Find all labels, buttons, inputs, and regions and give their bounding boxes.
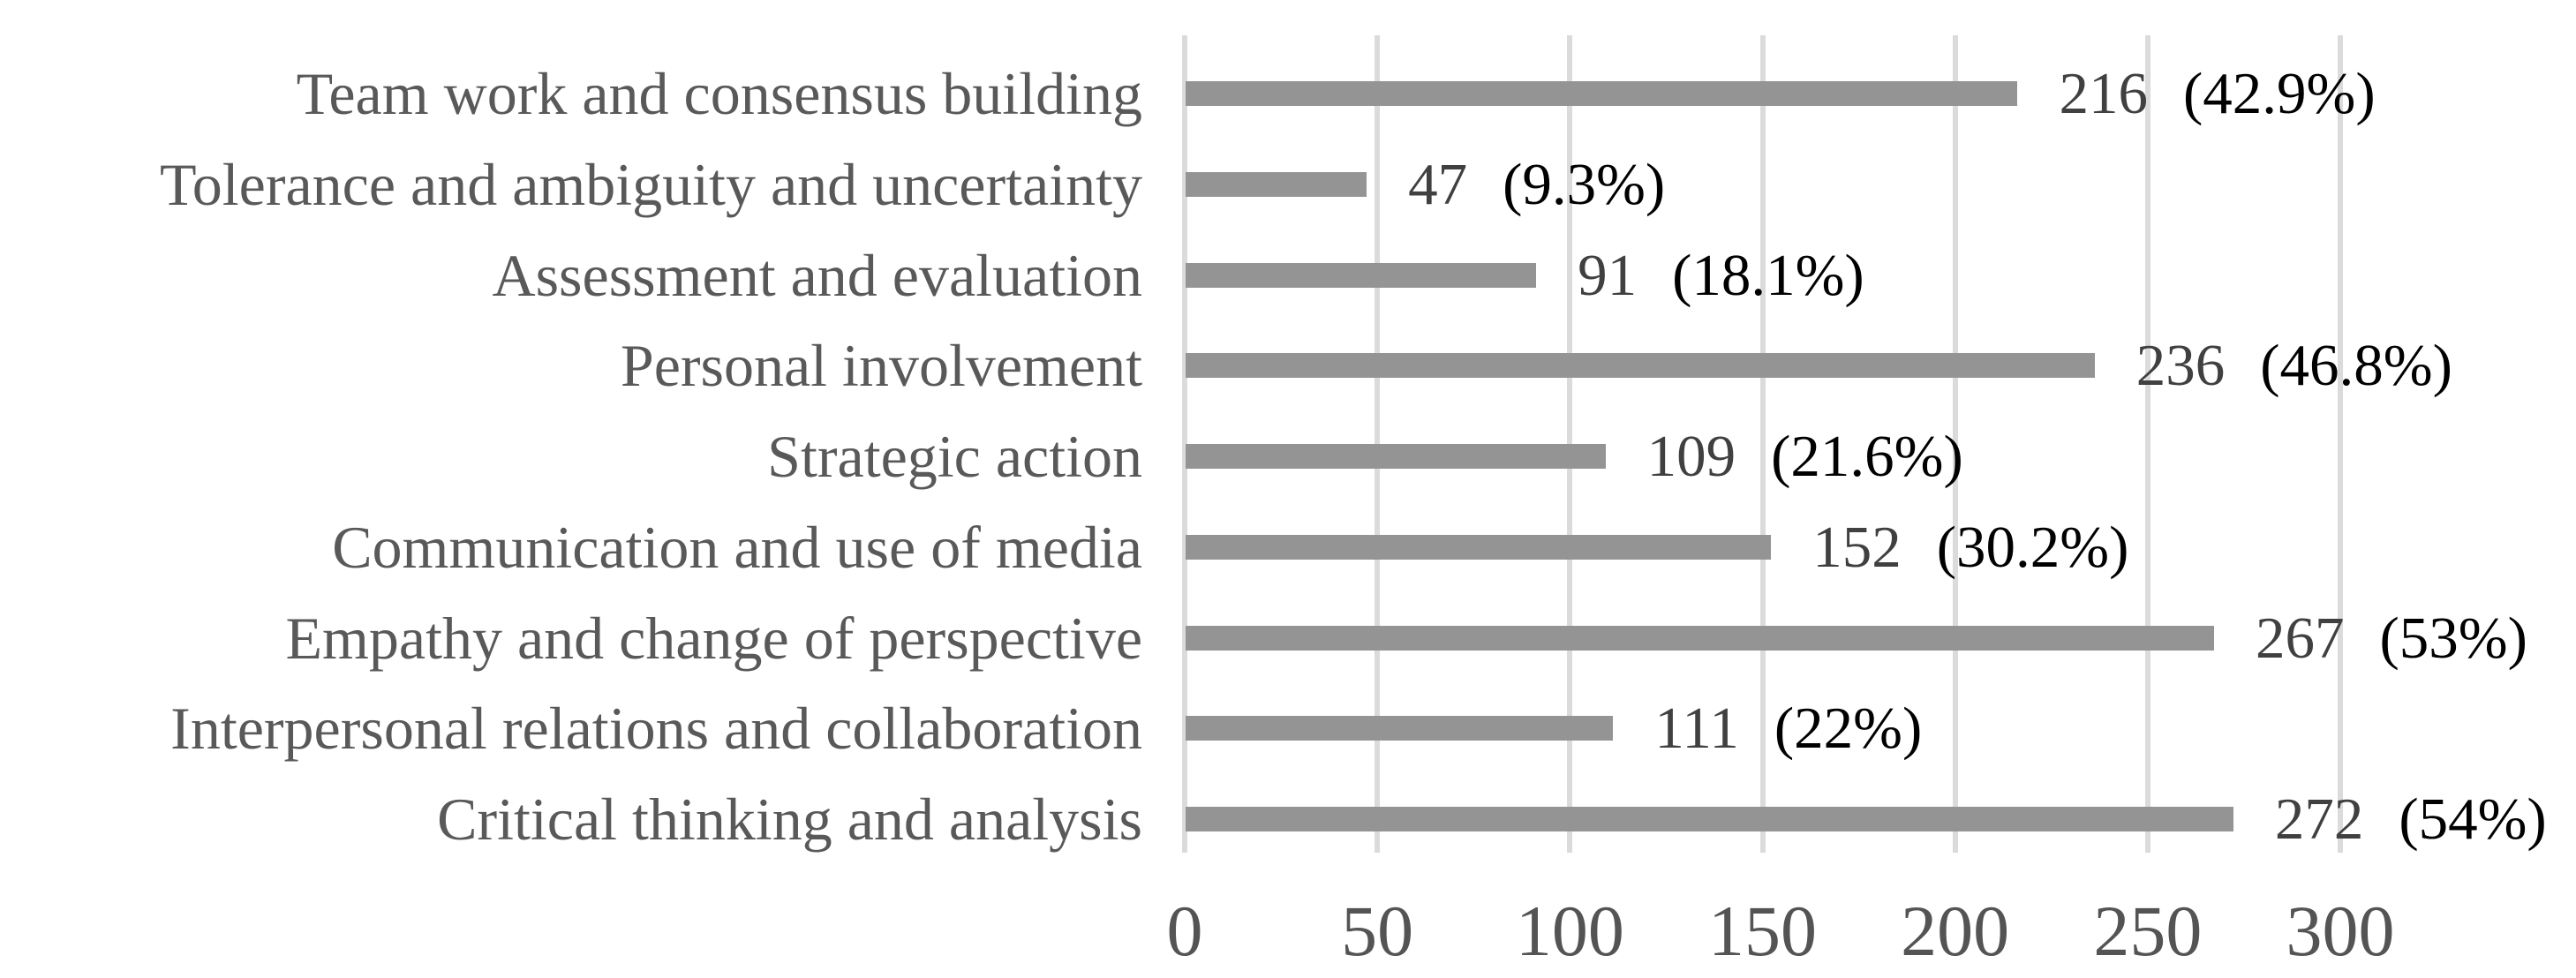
percent-label: (22%) <box>1774 696 1923 762</box>
percent-label: (21.6%) <box>1771 424 1963 489</box>
value-label: 91 <box>1578 242 1638 308</box>
data-label: 47 (9.3%) <box>1408 144 1665 225</box>
bar <box>1186 625 2214 651</box>
category-label: Strategic action <box>767 423 1142 490</box>
x-tick-label: 200 <box>1901 891 2010 971</box>
category-label: Assessment and evaluation <box>492 241 1142 309</box>
x-tick-label: 100 <box>1515 891 1624 971</box>
percent-label: (46.8%) <box>2260 333 2452 399</box>
percent-label: (18.1%) <box>1672 242 1864 308</box>
percent-label: (9.3%) <box>1503 151 1666 217</box>
value-label: 236 <box>2135 333 2226 399</box>
percent-label: (42.9%) <box>2182 61 2376 126</box>
bar <box>1186 807 2233 831</box>
value-label: 216 <box>2059 61 2148 126</box>
percent-label: (30.2%) <box>1936 514 2129 580</box>
bar <box>1186 534 1772 560</box>
category-label: Personal involvement <box>620 332 1142 400</box>
data-label: 216 (42.9%) <box>2059 53 2375 134</box>
gridline <box>2338 35 2343 853</box>
x-tick-label: 300 <box>2286 891 2395 971</box>
bar <box>1186 81 2018 106</box>
data-label: 272 (54%) <box>2275 779 2547 860</box>
data-label: 236 (46.8%) <box>2136 325 2452 406</box>
percent-label: (54%) <box>2399 786 2547 852</box>
value-label: 47 <box>1408 151 1468 217</box>
data-label: 91 (18.1%) <box>1578 235 1864 316</box>
data-label: 267 (53%) <box>2256 598 2527 679</box>
category-label: Critical thinking and analysis <box>437 786 1142 853</box>
value-label: 111 <box>1654 696 1739 762</box>
category-label: Communication and use of media <box>332 513 1142 581</box>
value-label: 109 <box>1646 424 1736 489</box>
data-label: 111 (22%) <box>1654 688 1922 769</box>
value-label: 152 <box>1812 514 1902 580</box>
category-label: Team work and consensus building <box>296 60 1142 127</box>
bar <box>1186 262 1537 288</box>
gridline <box>2144 35 2150 853</box>
category-label: Interpersonal relations and collaboratio… <box>170 695 1142 763</box>
gridline <box>1952 35 1958 853</box>
x-tick-label: 50 <box>1341 891 1414 971</box>
value-label: 272 <box>2274 786 2364 852</box>
bar <box>1186 353 2095 379</box>
value-label: 267 <box>2256 605 2345 671</box>
x-tick-label: 250 <box>2093 891 2203 971</box>
data-label: 152 (30.2%) <box>1812 507 2128 588</box>
x-tick-label: 0 <box>1166 891 1203 971</box>
bar <box>1186 716 1614 741</box>
x-tick-label: 150 <box>1708 891 1817 971</box>
bar <box>1186 171 1367 197</box>
percent-label: (53%) <box>2379 605 2527 671</box>
data-label: 109 (21.6%) <box>1647 416 1963 497</box>
category-label: Empathy and change of perspective <box>285 604 1143 672</box>
gridline <box>1759 35 1766 853</box>
category-label: Tolerance and ambiguity and uncertainty <box>159 150 1142 218</box>
bar <box>1186 444 1606 469</box>
gridline <box>1182 35 1187 853</box>
